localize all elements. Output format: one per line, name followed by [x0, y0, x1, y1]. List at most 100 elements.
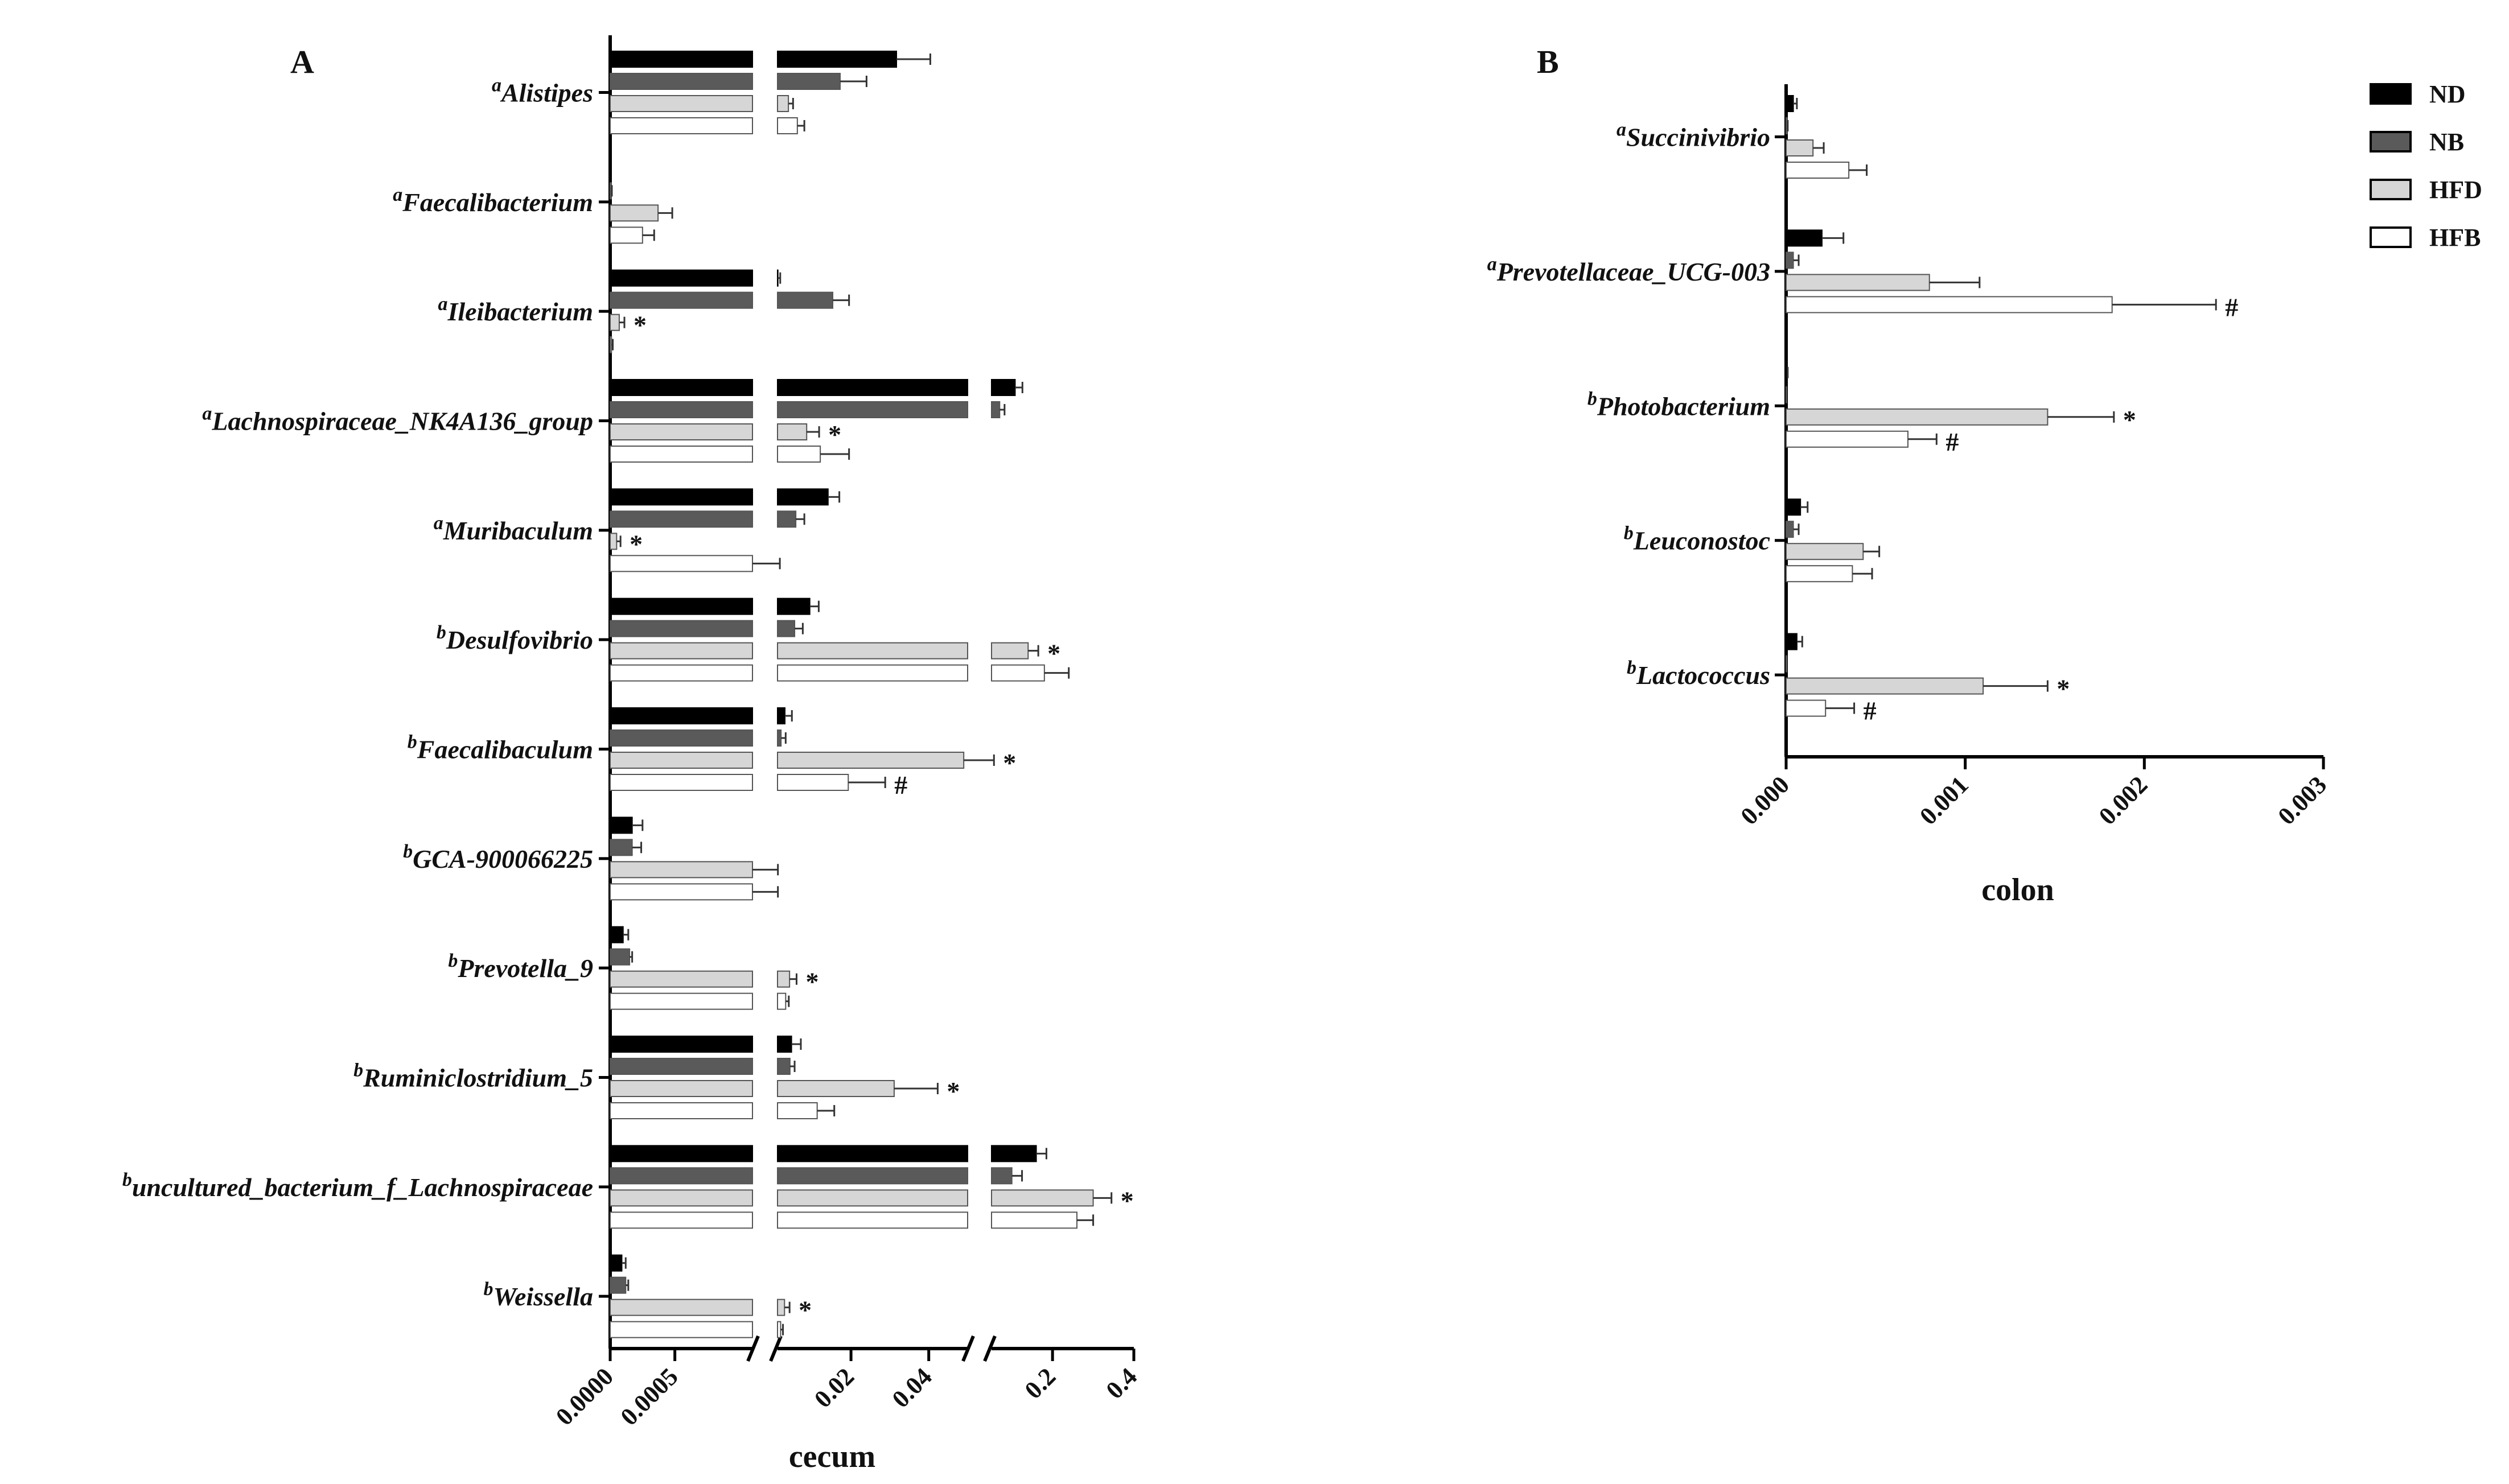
panel-a-significance-mark: # — [894, 770, 907, 799]
panel-b-significance-mark: # — [1864, 696, 1877, 725]
panel-a-bar-lachnospiraceae-nk4a136-group-nd — [777, 379, 968, 396]
panel-a-bar-lachnospiraceae-nk4a136-group-hfd — [610, 423, 753, 440]
panel-a-bar-desulfovibrio-nb — [777, 620, 796, 637]
panel-a-bar-faecalibaculum-nb — [610, 729, 753, 747]
panel-a-category-label-ileibacterium: aIleibacterium — [438, 294, 593, 326]
panel-a-bar-alistipes-nb — [777, 73, 841, 90]
panel-b-bar-lactococcus-nb — [1786, 655, 1787, 673]
panel-a-bar-lachnospiraceae-nk4a136-group-hfb — [610, 446, 753, 463]
panel-b-x-tick-label: 0.002 — [2093, 770, 2153, 830]
panel-a-bar-ruminiclostridium-5-nb — [610, 1058, 753, 1075]
panel-a-bar-desulfovibrio-hfb — [991, 664, 1045, 682]
panel-a-bar-ileibacterium-nb — [610, 291, 753, 309]
panel-b-colon-chart: B 0.000 0.001 0.002 0.003 colon aSuccinivibri… — [1487, 43, 2332, 908]
panel-b-bar-lactococcus-hfd — [1786, 677, 1984, 695]
panel-a-category-label-alistipes: aAlistipes — [492, 75, 593, 108]
panel-a-category-label-lachnospiraceae-nk4a136-group: aLachnospiraceae_NK4A136_group — [202, 403, 593, 436]
panel-a-bar-gca-900066225-hfd — [610, 861, 753, 879]
panel-a-x-tick-label: 0.04 — [887, 1362, 937, 1413]
panel-a-bar-muribaculum-nd — [777, 488, 829, 506]
panel-a-x-tick-label: 0.2 — [1019, 1362, 1062, 1404]
panel-a-bar-uncultured-bacterium-f-lachnospiraceae-nd — [991, 1145, 1037, 1163]
panel-a-bar-lachnospiraceae-nk4a136-group-nb — [991, 401, 1001, 418]
panel-a-bar-desulfovibrio-hfd — [610, 642, 753, 659]
panel-a-x-tick-label: 0.02 — [809, 1362, 859, 1413]
panel-a-bar-faecalibacterium-nd — [610, 160, 612, 178]
panel-a-x-tick-label: 0.4 — [1101, 1362, 1143, 1404]
panel-a-bar-ruminiclostridium-5-hfd — [610, 1080, 753, 1097]
panel-a-bar-muribaculum-hfd — [610, 533, 618, 550]
legend: ND NB HFD HFB — [2370, 80, 2482, 252]
panel-a-category-label-gca-900066225: bGCA-900066225 — [403, 841, 593, 873]
panel-a-bar-ileibacterium-nd — [610, 269, 753, 287]
panel-b-category-label-leuconostoc: bLeuconostoc — [1624, 523, 1770, 555]
panel-a-category-label-prevotella-9: bPrevotella_9 — [448, 950, 593, 983]
panel-b-bar-lactococcus-nd — [1786, 633, 1798, 650]
panel-a-bar-ruminiclostridium-5-hfd — [777, 1080, 895, 1097]
panel-a-bar-weissella-hfb — [777, 1321, 782, 1338]
panel-a-bar-faecalibaculum-hfb — [610, 774, 753, 791]
panel-a-bar-desulfovibrio-nd — [777, 597, 811, 615]
legend-swatch-hfb — [2370, 226, 2412, 248]
panel-b-category-label-prevotellaceae-ucg-003: aPrevotellaceae_UCG-003 — [1487, 254, 1770, 286]
panel-a-bar-ruminiclostridium-5-nd — [777, 1036, 792, 1053]
panel-a-bar-ileibacterium-hfb — [610, 336, 612, 353]
panel-a-bar-ruminiclostridium-5-hfb — [610, 1102, 753, 1119]
legend-swatch-hfd — [2370, 179, 2412, 200]
panel-a-bar-prevotella-9-nd — [610, 926, 624, 943]
panel-a-bar-alistipes-hfb — [777, 117, 798, 134]
panel-b-bar-succinivibrio-hfd — [1786, 139, 1814, 156]
panel-b-significance-mark: * — [2123, 405, 2136, 434]
panel-a-significance-mark: * — [828, 420, 841, 449]
panel-b-bar-prevotellaceae-ucg-003-nd — [1786, 229, 1823, 247]
panel-b-bar-prevotellaceae-ucg-003-hfb — [1786, 296, 2113, 314]
panel-a-significance-mark: * — [947, 1077, 960, 1106]
panel-b-bar-succinivibrio-nd — [1786, 95, 1794, 112]
panel-b-bar-leuconostoc-hfb — [1786, 565, 1853, 583]
panel-a-category-label-ruminiclostridium-5: bRuminiclostridium_5 — [353, 1060, 593, 1093]
panel-a-bar-lachnospiraceae-nk4a136-group-hfb — [777, 446, 821, 463]
panel-a-bar-desulfovibrio-nb — [610, 620, 753, 637]
panel-a-bar-desulfovibrio-hfb — [777, 664, 968, 682]
panel-a-axis-break-1a — [746, 1335, 760, 1362]
panel-b-category-label-lactococcus: bLactococcus — [1627, 657, 1770, 690]
panel-a-axis-break-1b — [769, 1335, 783, 1362]
panel-a-significance-mark: * — [1121, 1186, 1134, 1215]
panel-b-letter: B — [1537, 43, 1559, 80]
panel-a-x-axis-title: cecum — [789, 1439, 875, 1474]
panel-a-bar-faecalibaculum-hfd — [777, 752, 965, 769]
panel-a-bar-alistipes-hfb — [610, 117, 753, 134]
panel-a-bar-ileibacterium-nb — [777, 291, 833, 309]
panel-b-bar-leuconostoc-nb — [1786, 521, 1794, 538]
panel-a-bar-ruminiclostridium-5-hfb — [777, 1102, 818, 1119]
panel-a-bar-gca-900066225-nd — [610, 817, 633, 834]
panel-a-bar-alistipes-nd — [777, 51, 898, 68]
panel-a-bar-uncultured-bacterium-f-lachnospiraceae-hfd — [991, 1189, 1094, 1207]
panel-b-x-tick-label: 0.001 — [1914, 770, 1974, 830]
panel-a-bar-prevotella-9-hfd — [777, 970, 791, 988]
panel-a-significance-mark: * — [634, 311, 647, 340]
panel-a-letter: A — [290, 43, 314, 80]
panel-a-axis-break-2b — [983, 1335, 997, 1362]
panel-a-bar-uncultured-bacterium-f-lachnospiraceae-nb — [991, 1167, 1013, 1185]
panel-a-bar-faecalibacterium-hfb — [610, 226, 643, 244]
legend-swatch-nd — [2370, 83, 2412, 105]
panel-a-bar-ileibacterium-hfd — [610, 314, 620, 331]
panel-a-bar-uncultured-bacterium-f-lachnospiraceae-hfd — [610, 1189, 753, 1207]
panel-a-bar-desulfovibrio-hfd — [991, 642, 1029, 659]
panel-a-bar-lachnospiraceae-nk4a136-group-nd — [610, 379, 753, 396]
panel-a-category-label-weissella: bWeissella — [484, 1279, 593, 1311]
panel-b-bar-photobacterium-nb — [1786, 386, 1787, 403]
panel-a-category-label-muribaculum: aMuribaculum — [434, 513, 593, 545]
panel-b-x-tick-label: 0.000 — [1735, 770, 1795, 830]
panel-a-bar-prevotella-9-hfd — [610, 970, 753, 988]
panel-a-bar-prevotella-9-nb — [610, 948, 631, 966]
panel-a-bar-uncultured-bacterium-f-lachnospiraceae-nb — [610, 1167, 753, 1185]
panel-a-bar-weissella-nd — [610, 1254, 623, 1272]
panel-a-bar-lachnospiraceae-nk4a136-group-nb — [777, 401, 968, 418]
panel-a-bar-prevotella-9-hfb — [777, 992, 787, 1010]
panel-a-bar-faecalibaculum-nb — [777, 729, 782, 747]
panel-a-bar-muribaculum-nb — [610, 510, 753, 528]
panel-a-bar-gca-900066225-nb — [610, 839, 633, 856]
legend-label-nd: ND — [2429, 80, 2466, 108]
